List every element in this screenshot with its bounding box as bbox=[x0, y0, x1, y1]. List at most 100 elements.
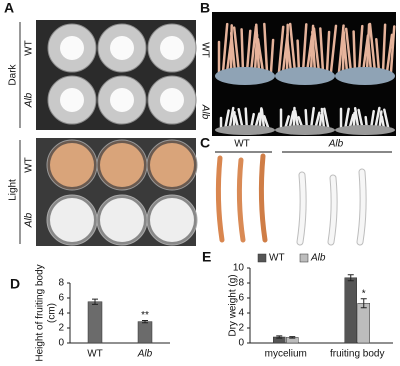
stalk bbox=[309, 106, 315, 130]
stalk bbox=[285, 37, 293, 74]
stalk bbox=[357, 24, 364, 74]
stalk bbox=[353, 106, 360, 130]
stalk bbox=[288, 110, 295, 130]
panel-label: E bbox=[202, 249, 211, 265]
stalk bbox=[258, 153, 268, 243]
stalk bbox=[375, 38, 381, 74]
error-bar bbox=[289, 336, 296, 339]
condition-label: Light bbox=[8, 179, 19, 201]
significance: * bbox=[362, 288, 366, 299]
y-tick-label: 4 bbox=[58, 308, 64, 319]
colony bbox=[150, 198, 194, 242]
substrate bbox=[215, 67, 275, 85]
stalk bbox=[288, 22, 297, 74]
bar bbox=[357, 303, 370, 344]
stalk bbox=[389, 25, 396, 74]
stalk bbox=[329, 24, 338, 74]
stalk bbox=[240, 28, 245, 74]
panel-label: C bbox=[200, 135, 210, 151]
colony bbox=[50, 143, 94, 187]
substrate bbox=[275, 125, 335, 135]
stalk bbox=[236, 157, 246, 243]
stalk bbox=[224, 109, 230, 130]
stalk bbox=[378, 110, 383, 130]
y-tick-label: 6 bbox=[58, 293, 64, 304]
stalk bbox=[312, 27, 321, 74]
y-tick-label: 6 bbox=[238, 293, 244, 304]
legend-swatch bbox=[299, 253, 309, 263]
x-tick-label: WT bbox=[87, 349, 103, 360]
stalk bbox=[374, 106, 381, 130]
stalk bbox=[263, 115, 270, 130]
colony bbox=[100, 143, 144, 187]
stalk bbox=[215, 155, 225, 243]
y-tick-label: 0 bbox=[58, 338, 64, 349]
bar bbox=[87, 301, 103, 344]
stalk bbox=[357, 169, 366, 245]
colony bbox=[150, 143, 194, 187]
stalk bbox=[328, 175, 337, 245]
y-axis-label: (cm) bbox=[47, 303, 58, 323]
stalk bbox=[221, 22, 229, 74]
stalk bbox=[260, 108, 266, 130]
stalk bbox=[381, 23, 387, 74]
colony bbox=[160, 36, 184, 60]
colony bbox=[100, 198, 144, 242]
stalk bbox=[263, 22, 269, 74]
colony bbox=[60, 88, 84, 112]
stalk bbox=[367, 38, 373, 74]
colony bbox=[50, 198, 94, 242]
stalk bbox=[344, 107, 350, 130]
stalk bbox=[296, 39, 301, 74]
error-bar bbox=[276, 335, 283, 339]
substrate bbox=[335, 67, 395, 85]
condition-label: Dark bbox=[8, 63, 19, 85]
y-tick-label: 8 bbox=[58, 278, 64, 289]
x-tick-label: mycelium bbox=[265, 349, 307, 360]
strain-label: Alb bbox=[328, 139, 344, 150]
error-bar bbox=[142, 320, 148, 324]
stalk bbox=[319, 27, 325, 74]
stalk bbox=[325, 30, 331, 74]
legend-swatch bbox=[257, 253, 267, 263]
stalk bbox=[249, 25, 258, 74]
strain-label: Alb bbox=[199, 104, 210, 120]
stalk bbox=[245, 29, 252, 74]
panel-label: D bbox=[10, 276, 20, 292]
stalk bbox=[323, 107, 330, 130]
stalk bbox=[311, 30, 317, 74]
y-tick-label: 2 bbox=[238, 323, 244, 334]
stalk bbox=[277, 25, 285, 74]
stalk bbox=[320, 107, 326, 130]
error-bar bbox=[92, 298, 98, 305]
stalk bbox=[269, 38, 275, 74]
stalk bbox=[255, 23, 261, 74]
y-tick-label: 10 bbox=[233, 263, 245, 274]
legend-label: WT bbox=[269, 253, 285, 264]
colony bbox=[160, 88, 184, 112]
bar bbox=[137, 321, 153, 344]
strain-label: WT bbox=[199, 42, 210, 58]
stalk bbox=[352, 30, 357, 74]
stalk bbox=[357, 108, 364, 130]
stalk bbox=[232, 26, 241, 74]
stalk bbox=[228, 106, 235, 130]
y-tick-label: 4 bbox=[238, 308, 244, 319]
x-tick-label: Alb bbox=[137, 349, 153, 360]
error-bar bbox=[360, 298, 367, 309]
colony bbox=[110, 88, 134, 112]
x-tick-label: fruiting body bbox=[330, 349, 384, 360]
error-bar bbox=[347, 274, 354, 282]
stalk bbox=[244, 107, 249, 130]
stalk bbox=[237, 107, 244, 130]
strain-label: Alb bbox=[24, 92, 35, 108]
strain-label: Alb bbox=[24, 212, 35, 228]
stalk bbox=[385, 33, 394, 74]
stalk bbox=[256, 38, 265, 74]
y-axis-label: Dry weight (g) bbox=[228, 274, 239, 336]
legend-label: Alb bbox=[310, 253, 326, 264]
stalk bbox=[383, 108, 390, 130]
stalk bbox=[297, 172, 306, 245]
bar bbox=[344, 277, 357, 344]
